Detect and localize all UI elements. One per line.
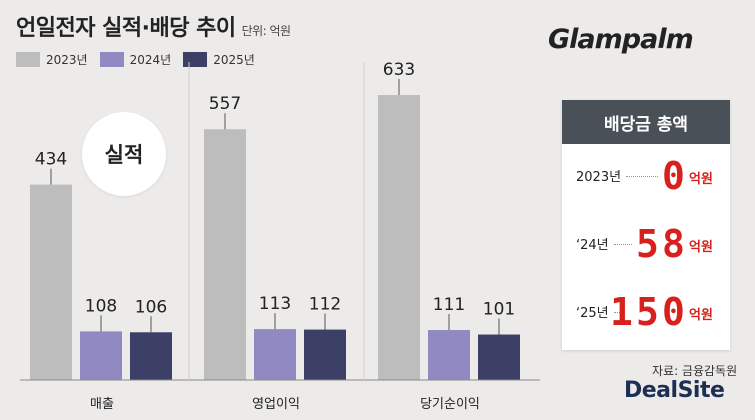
dividend-year-label: 2023년 bbox=[576, 170, 622, 185]
dividend-unit: 억원 bbox=[689, 308, 713, 323]
legend-label-2023: 2023년 bbox=[46, 53, 88, 67]
category-label-0: 매출 bbox=[90, 397, 114, 412]
legend-item-2024: 2024년 bbox=[99, 51, 172, 68]
data-label-1-2: 112 bbox=[309, 295, 341, 315]
dividend-row: ‘24년 5 8 억원 bbox=[562, 220, 730, 270]
bar-1-0 bbox=[204, 129, 246, 380]
legend-item-2023: 2023년 bbox=[16, 51, 88, 68]
legend-swatch-2023 bbox=[16, 52, 40, 67]
bar-1-2 bbox=[304, 329, 346, 380]
dividend-year-label: ‘25년 bbox=[576, 306, 609, 321]
digit: 8 bbox=[662, 222, 685, 266]
bar-1-1 bbox=[254, 329, 296, 380]
dotted-leader bbox=[614, 244, 632, 245]
dotted-leader bbox=[614, 312, 620, 313]
data-label-1-1: 113 bbox=[259, 294, 291, 314]
source-label: 자료: 금융감독원 bbox=[652, 364, 738, 378]
digit: 5 bbox=[636, 222, 659, 266]
category-label-2: 당기순이익 bbox=[420, 397, 480, 412]
bar-2-1 bbox=[428, 330, 470, 380]
legend-label-2025: 2025년 bbox=[213, 53, 255, 67]
dividend-unit: 억원 bbox=[689, 172, 713, 187]
digit: 1 bbox=[610, 290, 633, 334]
dividend-row: 2023년 0 억원 bbox=[562, 152, 730, 202]
bar-0-0 bbox=[30, 184, 72, 380]
digit: 5 bbox=[636, 290, 659, 334]
badge-performance: 실적 bbox=[82, 112, 166, 196]
legend-swatch-2024 bbox=[99, 52, 124, 67]
dividend-amount: 0 bbox=[662, 156, 685, 196]
dotted-leader bbox=[626, 176, 658, 177]
data-label-1-0: 557 bbox=[209, 94, 241, 114]
digit: 0 bbox=[662, 290, 685, 334]
data-label-0-2: 106 bbox=[135, 297, 167, 317]
data-label-2-2: 101 bbox=[483, 300, 515, 320]
dividend-unit: 억원 bbox=[689, 240, 713, 255]
bar-2-2 bbox=[478, 334, 520, 380]
bar-0-2 bbox=[130, 332, 172, 380]
data-label-0-0: 434 bbox=[35, 150, 67, 170]
dividend-row: ‘25년 1 5 0 억원 bbox=[562, 288, 730, 338]
chart-title: 언일전자 실적·배당 추이 단위: 억원 bbox=[16, 10, 291, 42]
brand-logo: Glampalm bbox=[548, 24, 694, 55]
bar-chart: 434 108 106 매출 557 113 112 영업이익 633 111 101 당기순이익 bbox=[20, 60, 540, 412]
title-text: 언일전자 실적·배당 추이 bbox=[16, 16, 236, 41]
category-label-1: 영업이익 bbox=[252, 397, 300, 412]
dividend-year-label: ‘24년 bbox=[576, 238, 609, 253]
unit-label: 단위: 억원 bbox=[241, 24, 292, 38]
data-label-0-1: 108 bbox=[85, 296, 117, 316]
publisher-logo: DealSite bbox=[624, 378, 725, 403]
legend-label-2024: 2024년 bbox=[129, 53, 172, 67]
dividend-card-title: 배당금 총액 bbox=[562, 100, 730, 144]
data-label-2-1: 111 bbox=[433, 295, 465, 315]
bar-2-0 bbox=[378, 95, 420, 380]
data-label-2-0: 633 bbox=[383, 60, 415, 80]
bar-0-1 bbox=[80, 331, 122, 380]
digit: 0 bbox=[662, 154, 685, 198]
dividend-card: 배당금 총액 2023년 0 억원 ‘24년 5 8 억원 ‘25년 1 5 0 억원 bbox=[562, 100, 730, 350]
